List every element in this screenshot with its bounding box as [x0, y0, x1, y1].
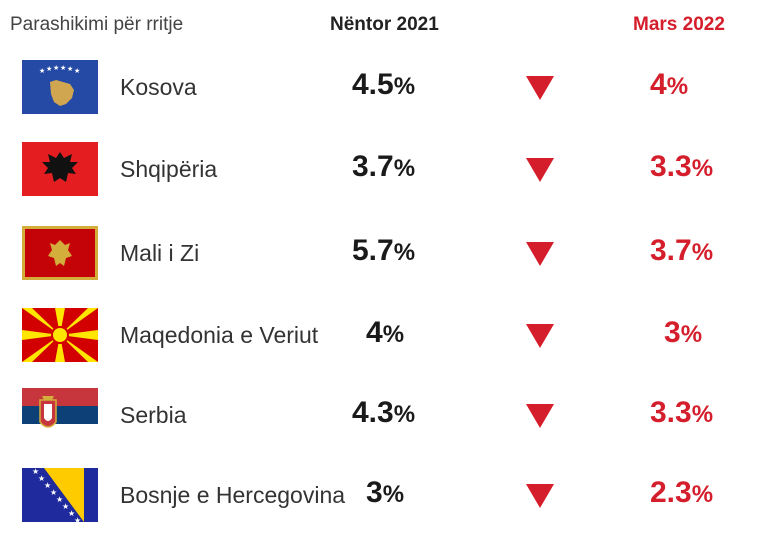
svg-text:★: ★ — [46, 65, 52, 73]
bosnia-flag-icon: ★ ★ ★ ★ ★ ★ ★ ★ — [22, 468, 98, 522]
forecast-label: Parashikimi për rritje — [10, 14, 184, 35]
serbia-flag-icon — [22, 388, 98, 442]
table-row: Mali i Zi 5.7% 3.7% — [0, 218, 780, 298]
table-row: Shqipëria 3.7% 3.3% — [0, 134, 780, 214]
forecast-march: 3.3% — [650, 396, 714, 429]
svg-text:★: ★ — [44, 481, 51, 490]
forecast-november: 4% — [366, 316, 405, 349]
column-header-november-2021: Nëntor 2021 — [330, 14, 439, 35]
svg-text:★: ★ — [38, 474, 45, 483]
country-name: Shqipëria — [120, 156, 218, 182]
svg-text:★: ★ — [60, 64, 66, 72]
country-name: Maqedonia e Veriut — [120, 322, 319, 348]
svg-text:★: ★ — [67, 65, 73, 73]
down-triangle-icon — [526, 242, 554, 266]
forecast-november: 3% — [366, 476, 405, 509]
forecast-november: 4.5% — [352, 68, 416, 101]
forecast-march: 4% — [650, 68, 689, 101]
svg-text:★: ★ — [32, 468, 39, 476]
country-name: Kosova — [120, 74, 197, 100]
svg-text:★: ★ — [74, 67, 80, 75]
north-macedonia-flag-icon — [22, 308, 98, 362]
table-row: ★ ★ ★ ★ ★ ★ Kosova 4.5% 4% — [0, 52, 780, 132]
forecast-november: 5.7% — [352, 234, 416, 267]
albania-flag-icon — [22, 142, 98, 196]
forecast-november: 3.7% — [352, 150, 416, 183]
country-name: Serbia — [120, 402, 187, 428]
country-name: Mali i Zi — [120, 240, 200, 266]
svg-text:★: ★ — [56, 495, 63, 504]
svg-text:★: ★ — [62, 502, 69, 511]
forecast-march: 3% — [664, 316, 703, 349]
down-triangle-icon — [526, 76, 554, 100]
kosovo-flag-icon: ★ ★ ★ ★ ★ ★ — [22, 60, 98, 114]
down-triangle-icon — [526, 324, 554, 348]
down-triangle-icon — [526, 484, 554, 508]
svg-text:★: ★ — [53, 64, 59, 72]
svg-text:★: ★ — [39, 67, 45, 75]
column-header-march-2022: Mars 2022 — [633, 14, 725, 35]
table-header: Parashikimi për rritje Nëntor 2021 Mars … — [0, 0, 780, 50]
svg-text:★: ★ — [74, 516, 81, 522]
forecast-march: 3.7% — [650, 234, 714, 267]
table-row: Serbia 4.3% 3.3% — [0, 380, 780, 460]
montenegro-flag-icon — [22, 226, 98, 280]
forecast-november: 4.3% — [352, 396, 416, 429]
table-row: Maqedonia e Veriut 4% 3% — [0, 300, 780, 380]
down-triangle-icon — [526, 158, 554, 182]
forecast-march: 2.3% — [650, 476, 714, 509]
svg-text:★: ★ — [68, 509, 75, 518]
down-triangle-icon — [526, 404, 554, 428]
forecast-march: 3.3% — [650, 150, 714, 183]
country-name: Bosnje e Hercegovina — [120, 482, 346, 508]
table-row: ★ ★ ★ ★ ★ ★ ★ ★ Bosnje e Hercegovina 3% 2.3% — [0, 460, 780, 540]
svg-text:★: ★ — [50, 488, 57, 497]
